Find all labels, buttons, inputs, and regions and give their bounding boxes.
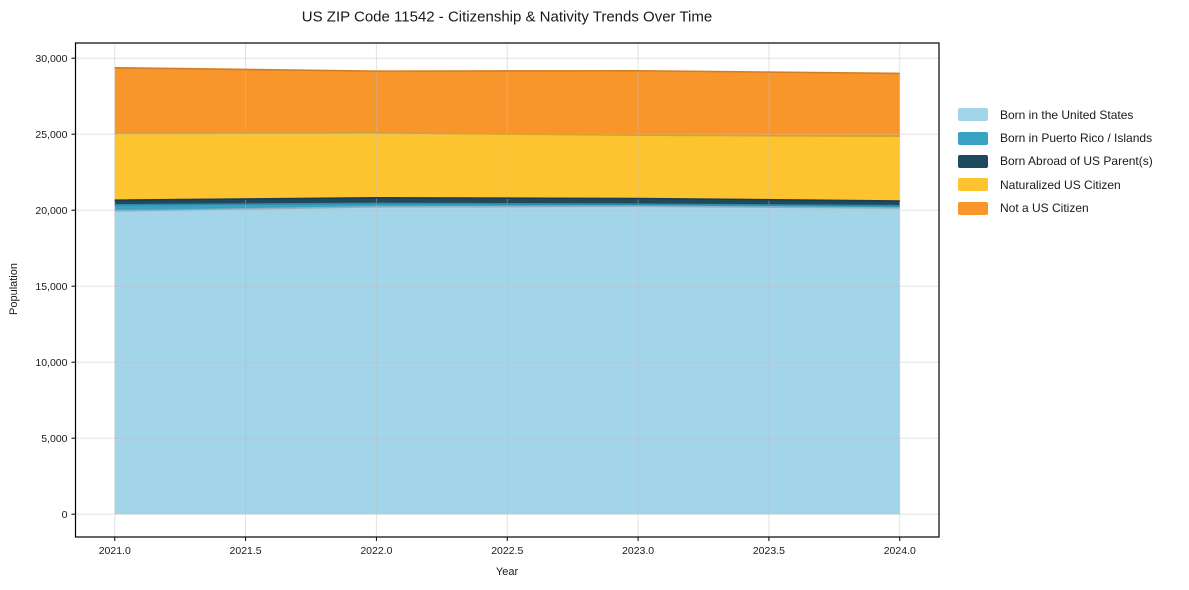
x-tick-label: 2021.0 — [99, 545, 131, 557]
y-tick-label: 0 — [62, 509, 68, 521]
x-axis-label: Year — [495, 566, 519, 578]
legend-label: Born in the United States — [1000, 107, 1134, 122]
legend-item-born-in-puerto-rico-islands: Born in Puerto Rico / Islands — [958, 126, 1153, 149]
legend-item-born-in-the-united-states: Born in the United States — [958, 103, 1153, 126]
legend-label: Born Abroad of US Parent(s) — [1000, 154, 1153, 169]
legend-item-naturalized-us-citizen: Naturalized US Citizen — [958, 173, 1153, 196]
legend-item-born-abroad-of-us-parent-s: Born Abroad of US Parent(s) — [958, 150, 1153, 173]
x-tick-label: 2021.5 — [230, 545, 262, 557]
area-born-in-the-united-states — [114, 206, 900, 515]
y-tick-label: 25,000 — [35, 129, 67, 141]
x-tick-label: 2022.5 — [491, 545, 523, 557]
legend-item-not-a-us-citizen: Not a US Citizen — [958, 197, 1153, 220]
area-edge-born-in-the-united-states — [114, 205, 900, 212]
area-not-a-us-citizen — [114, 67, 900, 137]
chart-legend: Born in the United States Born in Puerto … — [958, 103, 1153, 220]
y-tick-label: 15,000 — [35, 281, 67, 293]
legend-label: Born in Puerto Rico / Islands — [1000, 131, 1153, 146]
legend-swatch — [958, 108, 988, 122]
area-edge-naturalized-us-citizen — [114, 132, 900, 137]
y-tick-label: 30,000 — [35, 53, 67, 65]
area-edge-born-in-puerto-rico-islands — [114, 202, 900, 207]
y-axis-label: Population — [8, 263, 20, 315]
y-tick-label: 20,000 — [35, 205, 67, 217]
legend-label: Naturalized US Citizen — [1000, 177, 1121, 192]
y-tick-label: 5,000 — [41, 433, 67, 445]
area-edge-not-a-us-citizen — [114, 66, 900, 75]
chart-title: US ZIP Code 11542 - Citizenship & Nativi… — [301, 8, 713, 26]
x-tick-label: 2022.0 — [360, 545, 392, 557]
x-tick-label: 2023.0 — [622, 545, 654, 557]
legend-swatch — [958, 201, 988, 215]
y-tick-label: 10,000 — [35, 357, 67, 369]
legend-swatch — [958, 154, 988, 168]
area-edge-born-abroad-of-us-parent-s — [114, 197, 900, 202]
legend-swatch — [958, 178, 988, 192]
legend-label: Not a US Citizen — [1000, 201, 1089, 216]
x-tick-label: 2024.0 — [884, 545, 916, 557]
area-naturalized-us-citizen — [114, 132, 900, 202]
stacked-area-chart: 2021.0 2021.5 2022.0 2022.5 2023.0 2023.5 2024… — [35, 42, 940, 557]
x-tick-label: 2023.5 — [753, 545, 785, 557]
legend-swatch — [958, 131, 988, 145]
